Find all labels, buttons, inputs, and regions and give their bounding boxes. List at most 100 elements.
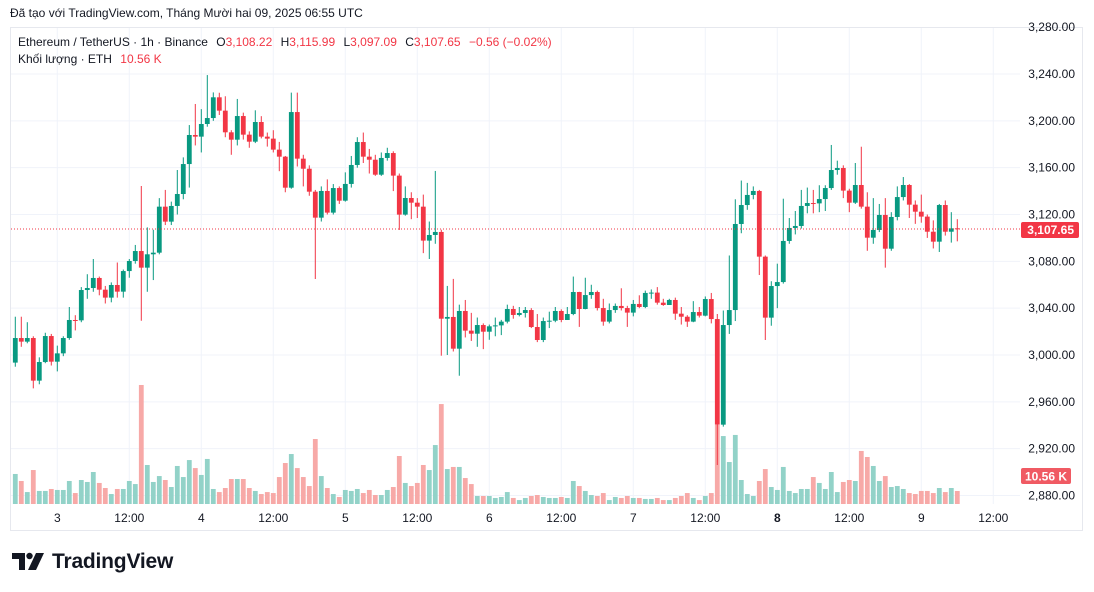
volume-bar xyxy=(36,490,42,504)
symbol-legend[interactable]: Ethereum / TetherUS · 1h · Binance O3,10… xyxy=(18,35,552,49)
candle-body xyxy=(570,292,576,315)
volume-bar xyxy=(774,489,780,504)
volume-bar xyxy=(378,495,384,504)
candle-body xyxy=(336,188,342,201)
candle-body xyxy=(162,206,168,222)
volume-bar xyxy=(108,494,114,504)
candle-body xyxy=(936,205,942,242)
volume-bar xyxy=(834,492,840,504)
time-tick-label: 7 xyxy=(630,511,637,525)
candle-body xyxy=(258,122,264,137)
chart-frame xyxy=(10,27,1083,531)
volume-bar xyxy=(138,384,144,504)
candle-body xyxy=(834,168,840,171)
volume-bar xyxy=(696,500,702,504)
volume-bar xyxy=(240,479,246,504)
volume-bar xyxy=(96,482,102,504)
low-label: L xyxy=(343,35,351,49)
volume-bar xyxy=(744,494,750,504)
candle-body xyxy=(474,325,480,334)
candle-body xyxy=(660,302,666,306)
candle-body xyxy=(252,122,258,142)
candle-body xyxy=(666,299,672,306)
candle-body xyxy=(888,216,894,249)
candle-body xyxy=(732,223,738,311)
candle-body xyxy=(726,310,732,326)
candle-body xyxy=(96,277,102,290)
candle-body xyxy=(594,292,600,309)
volume-bar xyxy=(840,481,846,504)
volume-legend[interactable]: Khối lượng · ETH 10.56 K xyxy=(18,52,162,66)
candle-body xyxy=(108,284,114,298)
candle-body xyxy=(708,299,714,320)
candle-body xyxy=(642,292,648,307)
candle-body xyxy=(384,153,390,158)
candle-body xyxy=(18,338,24,342)
time-tick-label: 4 xyxy=(198,511,205,525)
volume-bar xyxy=(576,486,582,504)
candle-body xyxy=(804,203,810,206)
symbol-name[interactable]: Ethereum / TetherUS · 1h · Binance xyxy=(18,35,208,49)
volume-bar xyxy=(726,462,732,504)
volume-bar xyxy=(750,495,756,504)
candle-body xyxy=(702,299,708,316)
volume-bar xyxy=(912,494,918,504)
candle-body xyxy=(684,316,690,322)
volume-bar xyxy=(174,465,180,504)
last-price-badge-text: 3,107.65 xyxy=(1027,223,1074,237)
price-axis: 3,280.00 3,240.00 3,200.00 3,160.00 3,120.00… xyxy=(1028,20,1075,502)
candle-body xyxy=(60,338,66,354)
candle-body xyxy=(402,197,408,215)
price-tick-label: 2,880.00 xyxy=(1028,488,1075,502)
volume-bar xyxy=(594,495,600,504)
candle-body xyxy=(810,203,816,205)
close-value: 3,107.65 xyxy=(413,35,461,49)
candle-body xyxy=(912,204,918,212)
volume-bar xyxy=(492,497,498,504)
credit-line: Đã tạo với TradingView.com, Tháng Mười h… xyxy=(10,6,363,20)
candle-body xyxy=(354,142,360,165)
candle-body xyxy=(858,184,864,207)
candle-body xyxy=(234,116,240,140)
candle-body xyxy=(42,336,48,363)
volume-label[interactable]: Khối lượng · ETH xyxy=(18,52,112,66)
volume-bar xyxy=(864,456,870,504)
candle-body xyxy=(192,135,198,137)
volume-bar xyxy=(474,495,480,504)
time-tick-label: 12:00 xyxy=(978,511,1008,525)
volume-bar xyxy=(384,489,390,504)
volume-bar xyxy=(444,469,450,504)
candle-body xyxy=(942,205,948,232)
candle-body xyxy=(276,149,282,157)
candle-body xyxy=(636,303,642,307)
volume-bar xyxy=(552,497,558,504)
candle-body xyxy=(552,310,558,321)
volume-bar xyxy=(426,470,432,504)
candle-body xyxy=(900,184,906,198)
candle-body xyxy=(48,336,54,362)
volume-bar xyxy=(432,445,438,504)
price-tick-label: 3,240.00 xyxy=(1028,67,1075,81)
candle-body xyxy=(480,325,486,332)
volume-bar xyxy=(186,460,192,504)
candle-body xyxy=(294,112,300,159)
volume-bar xyxy=(702,495,708,504)
high-label: H xyxy=(280,35,290,49)
volume-bar xyxy=(282,463,288,504)
volume-bar xyxy=(336,496,342,504)
candle-body xyxy=(678,313,684,317)
tradingview-logo[interactable]: TradingView xyxy=(12,550,173,574)
candle-body xyxy=(312,191,318,218)
volume-bar xyxy=(324,487,330,504)
volume-bar xyxy=(546,497,552,504)
candle-body xyxy=(510,308,516,315)
volume-bar xyxy=(636,497,642,504)
volume-bar xyxy=(456,466,462,504)
volume-bar xyxy=(408,486,414,504)
volume-bar xyxy=(942,492,948,504)
candle-body xyxy=(360,142,366,157)
candle-body xyxy=(216,97,222,111)
volume-bar xyxy=(390,487,396,504)
candle-body xyxy=(492,325,498,327)
